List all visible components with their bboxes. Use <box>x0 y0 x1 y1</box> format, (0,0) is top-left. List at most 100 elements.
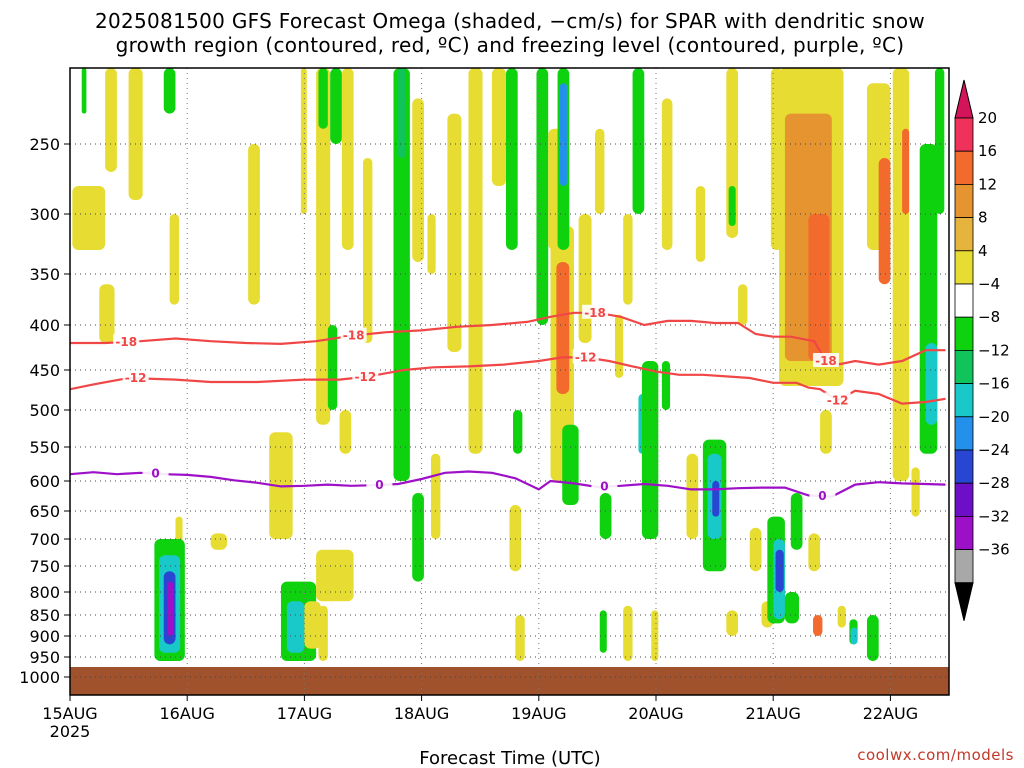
omega-cell-87 <box>866 615 879 661</box>
contour-label-bg-dgz_minus12-2 <box>572 349 599 364</box>
colorbar-label-12: −32 <box>978 507 1010 525</box>
contour-freezing_level <box>70 470 946 498</box>
omega-cell-84 <box>837 605 846 628</box>
omega-cell-2 <box>72 186 106 250</box>
omega-cell-31 <box>412 493 424 582</box>
contour-label-freezing_level-0: 0 <box>151 467 159 481</box>
omega-cell-60 <box>661 361 671 410</box>
omega-cell-29 <box>398 68 406 158</box>
contour-label-bg-dgz_minus12-3 <box>824 392 851 407</box>
colorbar-label-6: −8 <box>978 308 1000 326</box>
omega-cell-4 <box>128 68 143 200</box>
y-tick-label-450: 450 <box>29 361 60 380</box>
contour-label-dgz_minus18-2: -18 <box>584 306 606 320</box>
contour-label-bg-dgz_minus18-1 <box>340 327 367 342</box>
omega-cell-50 <box>599 493 612 539</box>
y-tick-label-800: 800 <box>29 583 60 602</box>
omega-cell-24 <box>316 549 354 602</box>
colorbar: 20 16 12 8 4 −4 −8 −12 −16 −20 −24 −28 −32 −36 <box>954 79 1010 621</box>
omega-cell-51 <box>599 610 607 653</box>
omega-cell-5 <box>163 68 176 114</box>
colorbar-bottom-arrow <box>954 582 974 621</box>
y-axis-ticks: 250 300 350 400 450 500 550 600 650 700 750 800 850 9… <box>19 135 70 687</box>
y-tick-label-300: 300 <box>29 205 60 224</box>
omega-cell-81 <box>820 410 832 454</box>
x-tick-label-21AUG: 21AUG <box>745 704 800 723</box>
x-tick-label-16AUG: 16AUG <box>159 704 214 723</box>
plot-frame <box>69 67 950 696</box>
y-tick-label-850: 850 <box>29 606 60 625</box>
omega-cell-20 <box>318 68 328 129</box>
colorbar-swatch-1 <box>954 150 974 185</box>
x-tick-label-15AUG: 15AUG <box>42 704 97 723</box>
omega-cell-22 <box>341 68 354 250</box>
omega-cell-40 <box>515 615 525 661</box>
contour-label-bg-dgz_minus12-1 <box>352 368 379 383</box>
colorbar-swatch-4 <box>954 250 974 285</box>
colorbar-label-0: 20 <box>978 109 997 127</box>
omega-cell-36 <box>491 68 506 186</box>
y-tick-label-950: 950 <box>29 648 60 667</box>
x-tick-label-17AUG: 17AUG <box>277 704 332 723</box>
contour-label-freezing_level-2: 0 <box>600 480 608 494</box>
contour-label-bg-freezing_level-2 <box>591 478 618 493</box>
omega-cell-37 <box>505 68 518 250</box>
colorbar-top-arrow <box>954 79 974 119</box>
omega-cell-16 <box>286 601 305 653</box>
contour-label-dgz_minus18-3: -18 <box>815 354 837 368</box>
omega-cell-76 <box>784 592 799 624</box>
contour-label-dgz_minus12-0: -12 <box>125 371 147 385</box>
omega-cell-38 <box>513 410 523 454</box>
omega-cell-55 <box>632 68 645 214</box>
omega-cell-59 <box>661 98 673 251</box>
omega-cell-75 <box>775 549 784 592</box>
contour-label-bg-freezing_level-0 <box>142 465 169 480</box>
omega-cell-68 <box>728 186 736 226</box>
omega-cell-33 <box>447 113 462 352</box>
x-tick-label-18AUG: 18AUG <box>394 704 449 723</box>
omega-cell-35 <box>468 68 483 454</box>
colorbar-swatch-0 <box>954 117 974 152</box>
contour-label-dgz_minus18-0: -18 <box>115 335 137 349</box>
contour-label-dgz_minus12-2: -12 <box>575 350 597 364</box>
colorbar-swatch-13 <box>954 549 974 584</box>
omega-cell-30 <box>412 98 424 263</box>
omega-shading-layer <box>70 68 949 695</box>
omega-cell-77 <box>790 493 803 550</box>
chart-title-line-1: 2025081500 GFS Forecast Omega (shaded, −… <box>95 9 925 33</box>
omega-cell-80 <box>808 214 830 361</box>
omega-cell-53 <box>623 214 633 305</box>
colorbar-label-10: −24 <box>978 441 1010 459</box>
colorbar-label-1: 16 <box>978 142 997 160</box>
contour-label-dgz_minus12-3: -12 <box>827 393 849 407</box>
contour-label-bg-freezing_level-1 <box>366 476 393 491</box>
chart-title-line-2: growth region (contoured, red, ºC) and f… <box>116 33 905 57</box>
omega-cell-6 <box>169 214 179 305</box>
colorbar-swatch-3 <box>954 217 974 252</box>
colorbar-swatch-7 <box>954 349 974 384</box>
y-tick-label-400: 400 <box>29 316 60 335</box>
omega-cell-32 <box>427 214 436 274</box>
colorbar-swatch-12 <box>954 516 974 551</box>
y-tick-label-600: 600 <box>29 472 60 491</box>
omega-cell-23 <box>339 410 352 454</box>
omega-cell-70 <box>749 527 762 572</box>
colorbar-label-13: −36 <box>978 541 1010 559</box>
contour-label-bg-dgz_minus18-0 <box>113 333 140 348</box>
omega-cell-47 <box>562 424 579 505</box>
omega-cell-52 <box>614 314 624 378</box>
omega-cell-25 <box>318 605 328 661</box>
colorbar-swatch-8 <box>954 383 974 418</box>
contour-layer: -18 -18 -18 -18 -12 -12 -12 -12 0 0 0 0 <box>70 304 946 503</box>
omega-cell-83 <box>813 615 823 636</box>
y-tick-label-550: 550 <box>29 438 60 457</box>
omega-cell-46 <box>559 83 567 186</box>
colorbar-swatch-11 <box>954 482 974 517</box>
colorbar-label-5: −4 <box>978 275 1000 293</box>
omega-cell-44 <box>556 262 570 394</box>
contour-label-dgz_minus12-1: -12 <box>355 370 377 384</box>
omega-cell-69 <box>738 284 748 325</box>
omega-cell-26 <box>327 325 338 410</box>
